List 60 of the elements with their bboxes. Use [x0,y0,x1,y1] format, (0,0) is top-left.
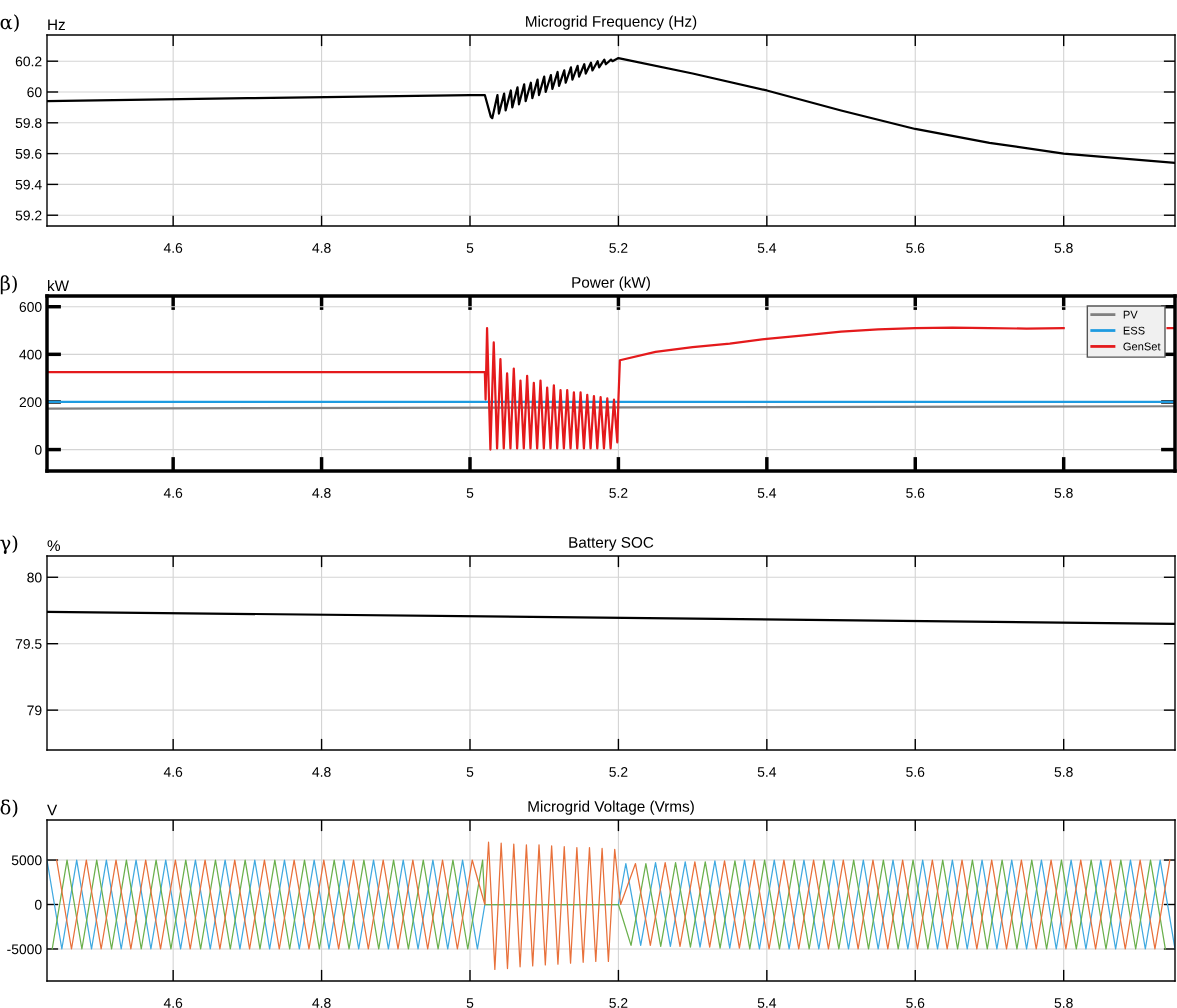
y-tick-label: 79.5 [15,639,42,649]
y-tick-label: 59.8 [15,118,42,128]
x-tick-label: 4.6 [163,767,183,777]
x-tick-label: 4.6 [163,488,183,498]
x-tick-label: 5.2 [609,998,628,1008]
y-axis-title: % [47,540,61,551]
y-tick-label: 0 [34,444,42,455]
x-tick-label: 5.8 [1054,998,1073,1008]
x-tick-label: 5.2 [609,243,628,253]
x-tick-label: 5.8 [1054,488,1073,498]
x-tick-label: 5.8 [1054,243,1073,253]
x-tick-label: 5.4 [757,488,777,498]
x-tick-label: 5 [466,998,474,1008]
y-tick-label: 60 [27,87,42,98]
y-axis-title: kW [48,280,70,292]
x-tick-label: 4.6 [163,243,183,253]
x-tick-label: 5.4 [757,998,777,1008]
x-tick-label: 4.8 [312,243,331,253]
text: β) [0,275,17,295]
x-tick-label: 5.8 [1054,767,1073,777]
y-tick-label: 79 [27,705,42,716]
legend-label: PV [1123,310,1138,319]
y-tick-label: 600 [19,302,42,312]
legend-label: ESS [1123,326,1145,335]
y-tick-label: 60.2 [15,56,42,67]
chart-title: Power (kW) [572,276,650,291]
legend-label: GenSet [1123,342,1161,351]
x-tick-label: 4.8 [312,998,331,1008]
x-tick-label: 5.2 [609,488,628,498]
chart-title: Microgrid Frequency (Hz) [526,15,697,30]
text: α) [0,14,19,33]
y-tick-label: 400 [19,349,42,360]
y-axis-title: V [47,804,58,816]
chart-title: Microgrid Voltage (Vrms) [528,800,694,815]
y-tick-label: -5000 [7,944,42,955]
x-tick-label: 5.6 [906,488,925,498]
line-series [56,841,1171,971]
text: δ) [0,799,18,818]
x-tick-label: 5.6 [906,998,925,1008]
x-tick-label: 5.4 [757,767,777,777]
y-tick-label: 5000 [11,855,42,866]
x-tick-label: 4.8 [312,488,331,498]
x-tick-label: 5.6 [906,243,925,253]
y-tick-label: 59.2 [15,210,42,221]
text: γ) [0,535,18,555]
y-tick-label: 200 [19,397,42,408]
x-tick-label: 5 [466,243,474,253]
y-tick-label: 80 [27,572,42,583]
x-tick-label: 5.4 [757,243,777,253]
chart-title: Battery SOC [569,537,654,551]
y-axis-title: Hz [48,19,65,30]
y-tick-label: 59.4 [15,179,42,190]
y-tick-label: 0 [34,899,42,910]
y-tick-label: 59.6 [15,148,42,159]
x-tick-label: 5 [466,488,474,498]
x-tick-label: 4.6 [163,998,183,1008]
x-tick-label: 5 [466,767,474,777]
x-tick-label: 5.2 [609,767,628,777]
x-tick-label: 5.6 [906,767,925,777]
x-tick-label: 4.8 [312,767,331,777]
